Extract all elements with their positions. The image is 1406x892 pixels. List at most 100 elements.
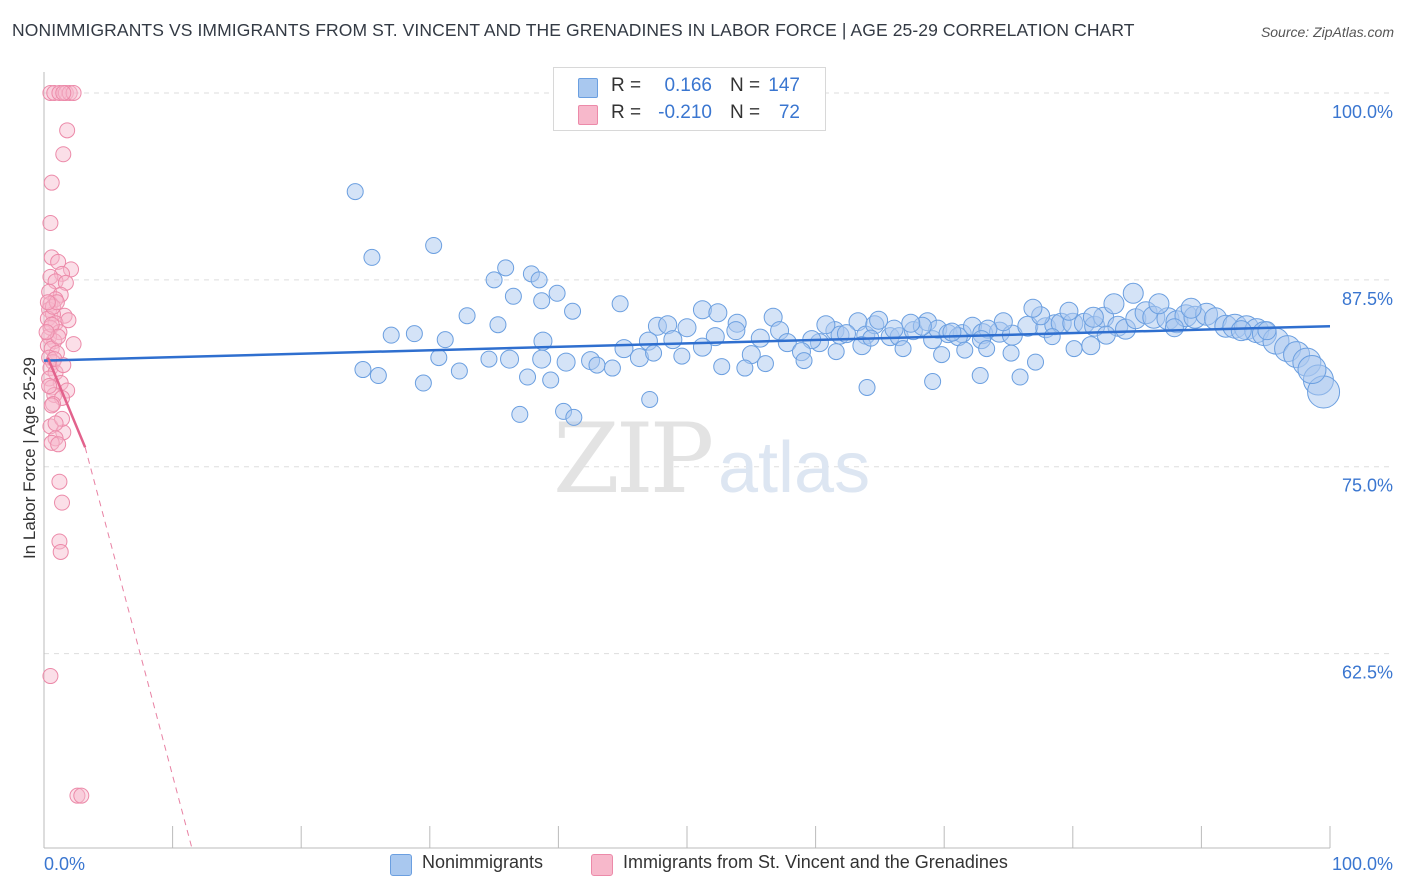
nonimmigrant-point bbox=[1082, 306, 1104, 328]
immigrant-point bbox=[57, 274, 74, 291]
nonimmigrant-point bbox=[736, 359, 754, 377]
nonimmigrant-point bbox=[756, 355, 774, 373]
y-tick-label: 75.0% bbox=[1342, 476, 1393, 496]
nonimmigrant-point bbox=[542, 371, 560, 389]
nonimmigrant-point bbox=[705, 327, 725, 347]
nonimmigrant-point bbox=[1297, 355, 1327, 385]
immigrant-point bbox=[61, 84, 78, 101]
nonimmigrant-point bbox=[978, 340, 996, 358]
y-tick-label: 87.5% bbox=[1342, 289, 1393, 309]
immigrant-point bbox=[43, 174, 60, 191]
chart-source: Source: ZipAtlas.com bbox=[1260, 24, 1394, 40]
tick-labels: 62.5% 75.0% 87.5% 100.0% 0.0% 100.0% bbox=[44, 102, 1393, 874]
nonimmigrant-point bbox=[485, 271, 503, 289]
immigrant-point bbox=[43, 397, 60, 414]
nonimmigrant-point bbox=[533, 331, 553, 351]
legend-r-value: -0.210 bbox=[658, 102, 712, 123]
legend-r-value: 0.166 bbox=[664, 75, 712, 96]
bottom-legend-swatch-pink bbox=[591, 854, 613, 876]
immigrant-point bbox=[42, 668, 59, 685]
nonimmigrant-point bbox=[663, 330, 683, 350]
nonimmigrant-point bbox=[924, 373, 942, 391]
nonimmigrant-point bbox=[497, 259, 515, 277]
nonimmigrant-point bbox=[726, 321, 746, 341]
nonimmigrant-point bbox=[933, 346, 951, 364]
nonimmigrant-point bbox=[1065, 340, 1083, 358]
chart-title: NONIMMIGRANTS VS IMMIGRANTS FROM ST. VIN… bbox=[12, 20, 1135, 40]
nonimmigrant-point bbox=[708, 303, 728, 323]
nonimmigrant-point bbox=[677, 318, 697, 338]
immigrant-point bbox=[42, 215, 59, 232]
nonimmigrant-point bbox=[971, 367, 989, 385]
correlation-legend: R = 0.166 N = 147 R = -0.210 N = 72 bbox=[553, 67, 826, 131]
trend-lines bbox=[43, 324, 1331, 849]
nonimmigrant-point bbox=[480, 350, 498, 368]
nonimmigrant-point bbox=[504, 287, 522, 305]
immigrant-point bbox=[38, 324, 55, 341]
nonimmigrant-point bbox=[1180, 297, 1202, 319]
nonimmigrant-point bbox=[1027, 353, 1045, 371]
nonimmigrant-point bbox=[414, 374, 432, 392]
nonimmigrant-point bbox=[354, 361, 372, 379]
bottom-legend-swatch-blue bbox=[390, 854, 412, 876]
nonimmigrant-point bbox=[1059, 301, 1079, 321]
nonimmigrant-point bbox=[894, 340, 912, 358]
immigrants-series bbox=[38, 84, 90, 804]
y-tick-label: 100.0% bbox=[1332, 102, 1393, 122]
nonimmigrant-point bbox=[564, 302, 582, 320]
legend-r-label: R = bbox=[611, 75, 642, 96]
nonimmigrant-point bbox=[777, 333, 797, 353]
nonimmigrant-point bbox=[713, 358, 731, 376]
immigrant-point bbox=[73, 787, 90, 804]
nonimmigrant-point bbox=[956, 341, 974, 359]
nonimmigrant-point bbox=[556, 352, 576, 372]
nonimmigrant-point bbox=[942, 322, 962, 342]
nonimmigrant-point bbox=[436, 331, 454, 349]
immigrant-point bbox=[60, 312, 77, 329]
nonimmigrant-point bbox=[645, 344, 663, 362]
nonimmigrant-point bbox=[641, 390, 659, 408]
immigrant-point bbox=[48, 294, 65, 311]
nonimmigrant-point bbox=[1096, 325, 1116, 345]
nonimmigrant-point bbox=[1011, 368, 1029, 386]
immigrant-point bbox=[55, 146, 72, 163]
nonimmigrant-point bbox=[1230, 320, 1252, 342]
nonimmigrant-point bbox=[519, 368, 537, 386]
immigrant-point bbox=[50, 436, 67, 453]
nonimmigrants-series bbox=[346, 183, 1341, 426]
nonimmigrant-point bbox=[1023, 298, 1043, 318]
nonimmigrant-point bbox=[588, 356, 606, 374]
immigrant-point bbox=[39, 294, 56, 311]
legend-n-value: 72 bbox=[778, 102, 800, 123]
nonimmigrant-point bbox=[692, 300, 712, 320]
immigrant-point bbox=[43, 434, 60, 451]
bottom-legend-label: Immigrants from St. Vincent and the Gren… bbox=[623, 852, 1008, 872]
grid-lines bbox=[44, 92, 1394, 655]
nonimmigrant-point bbox=[692, 337, 712, 357]
immigrants-trend-extension bbox=[84, 447, 193, 849]
immigrant-point bbox=[55, 84, 72, 101]
immigrant-point bbox=[54, 494, 71, 511]
nonimmigrant-point bbox=[603, 359, 621, 377]
nonimmigrant-point bbox=[382, 326, 400, 344]
nonimmigrant-point bbox=[750, 328, 770, 348]
legend-swatch-blue bbox=[578, 78, 598, 98]
immigrant-point bbox=[42, 418, 59, 435]
nonimmigrant-point bbox=[614, 339, 634, 359]
nonimmigrant-point bbox=[363, 248, 381, 266]
x-tick-label: 0.0% bbox=[44, 854, 85, 874]
nonimmigrant-point bbox=[430, 349, 448, 367]
watermark-atlas: atlas bbox=[718, 428, 870, 508]
nonimmigrant-point bbox=[369, 367, 387, 385]
nonimmigrant-point bbox=[1081, 336, 1101, 356]
nonimmigrant-point bbox=[405, 325, 423, 343]
legend-r-label: R = bbox=[611, 102, 642, 123]
nonimmigrant-point bbox=[816, 315, 836, 335]
immigrant-point bbox=[52, 286, 69, 303]
nonimmigrant-point bbox=[565, 408, 583, 426]
immigrant-point bbox=[51, 473, 68, 490]
nonimmigrant-point bbox=[858, 378, 876, 396]
legend-n-value: 147 bbox=[768, 75, 800, 96]
immigrants-trend-line bbox=[46, 357, 87, 448]
nonimmigrant-point bbox=[993, 312, 1013, 332]
